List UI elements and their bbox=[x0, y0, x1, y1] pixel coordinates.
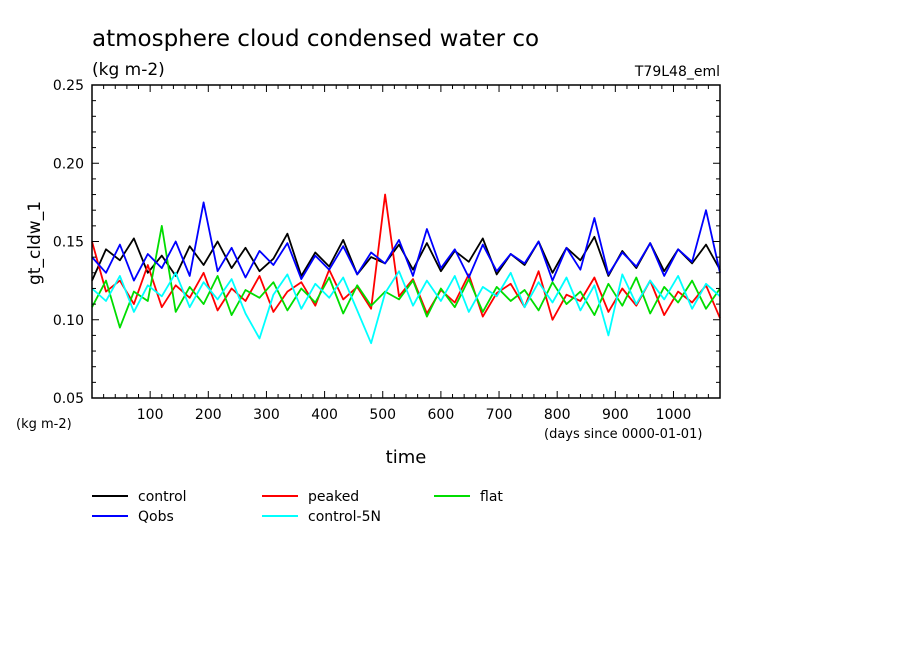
legend-label-flat: flat bbox=[480, 489, 503, 505]
run-label: T79L48_eml bbox=[634, 64, 720, 80]
y-unit-label: (kg m-2) bbox=[16, 417, 72, 432]
x-tick-label: 500 bbox=[369, 407, 396, 423]
chart-subtitle: (kg m-2) bbox=[92, 60, 165, 80]
legend-label-control-5n: control-5N bbox=[308, 509, 381, 525]
y-tick-label: 0.25 bbox=[53, 78, 84, 94]
x-tick-label: 600 bbox=[428, 407, 455, 423]
x-tick-label: 200 bbox=[195, 407, 222, 423]
x-tick-label: 700 bbox=[486, 407, 513, 423]
y-axis-title-group: gt_cldw_1 bbox=[25, 201, 45, 285]
x-tick-label: 400 bbox=[311, 407, 338, 423]
axis-layer: 100 200 300 400 500 600 700 800 900 1000 0.05 0.10 0… bbox=[53, 78, 720, 423]
legend-label-control: control bbox=[138, 489, 187, 505]
series-line-flat bbox=[91, 224, 721, 329]
x-tick-label: 800 bbox=[544, 407, 571, 423]
plot-frame bbox=[91, 84, 721, 399]
legend-label-qobs: Qobs bbox=[138, 509, 174, 525]
y-axis-title: gt_cldw_1 bbox=[25, 201, 45, 285]
legend-label-peaked: peaked bbox=[308, 489, 359, 505]
series-layer bbox=[91, 193, 721, 345]
legend: control peaked flat Qobs control-5N bbox=[92, 489, 503, 525]
x-tick-label: 1000 bbox=[656, 407, 692, 423]
x-axis-title: time bbox=[386, 447, 427, 468]
x-tick-label: 300 bbox=[253, 407, 280, 423]
series-line-qobs bbox=[91, 201, 721, 282]
x-tick-label: 900 bbox=[602, 407, 629, 423]
chart-title: atmosphere cloud condensed water co bbox=[92, 26, 539, 52]
y-tick-label: 0.05 bbox=[53, 391, 84, 407]
series-line-control-5n bbox=[91, 270, 721, 345]
y-tick-label: 0.15 bbox=[53, 235, 84, 251]
y-tick-label: 0.10 bbox=[53, 313, 84, 329]
x-unit-label: (days since 0000-01-01) bbox=[544, 427, 702, 442]
y-tick-label: 0.20 bbox=[53, 156, 84, 172]
x-tick-label: 100 bbox=[137, 407, 164, 423]
